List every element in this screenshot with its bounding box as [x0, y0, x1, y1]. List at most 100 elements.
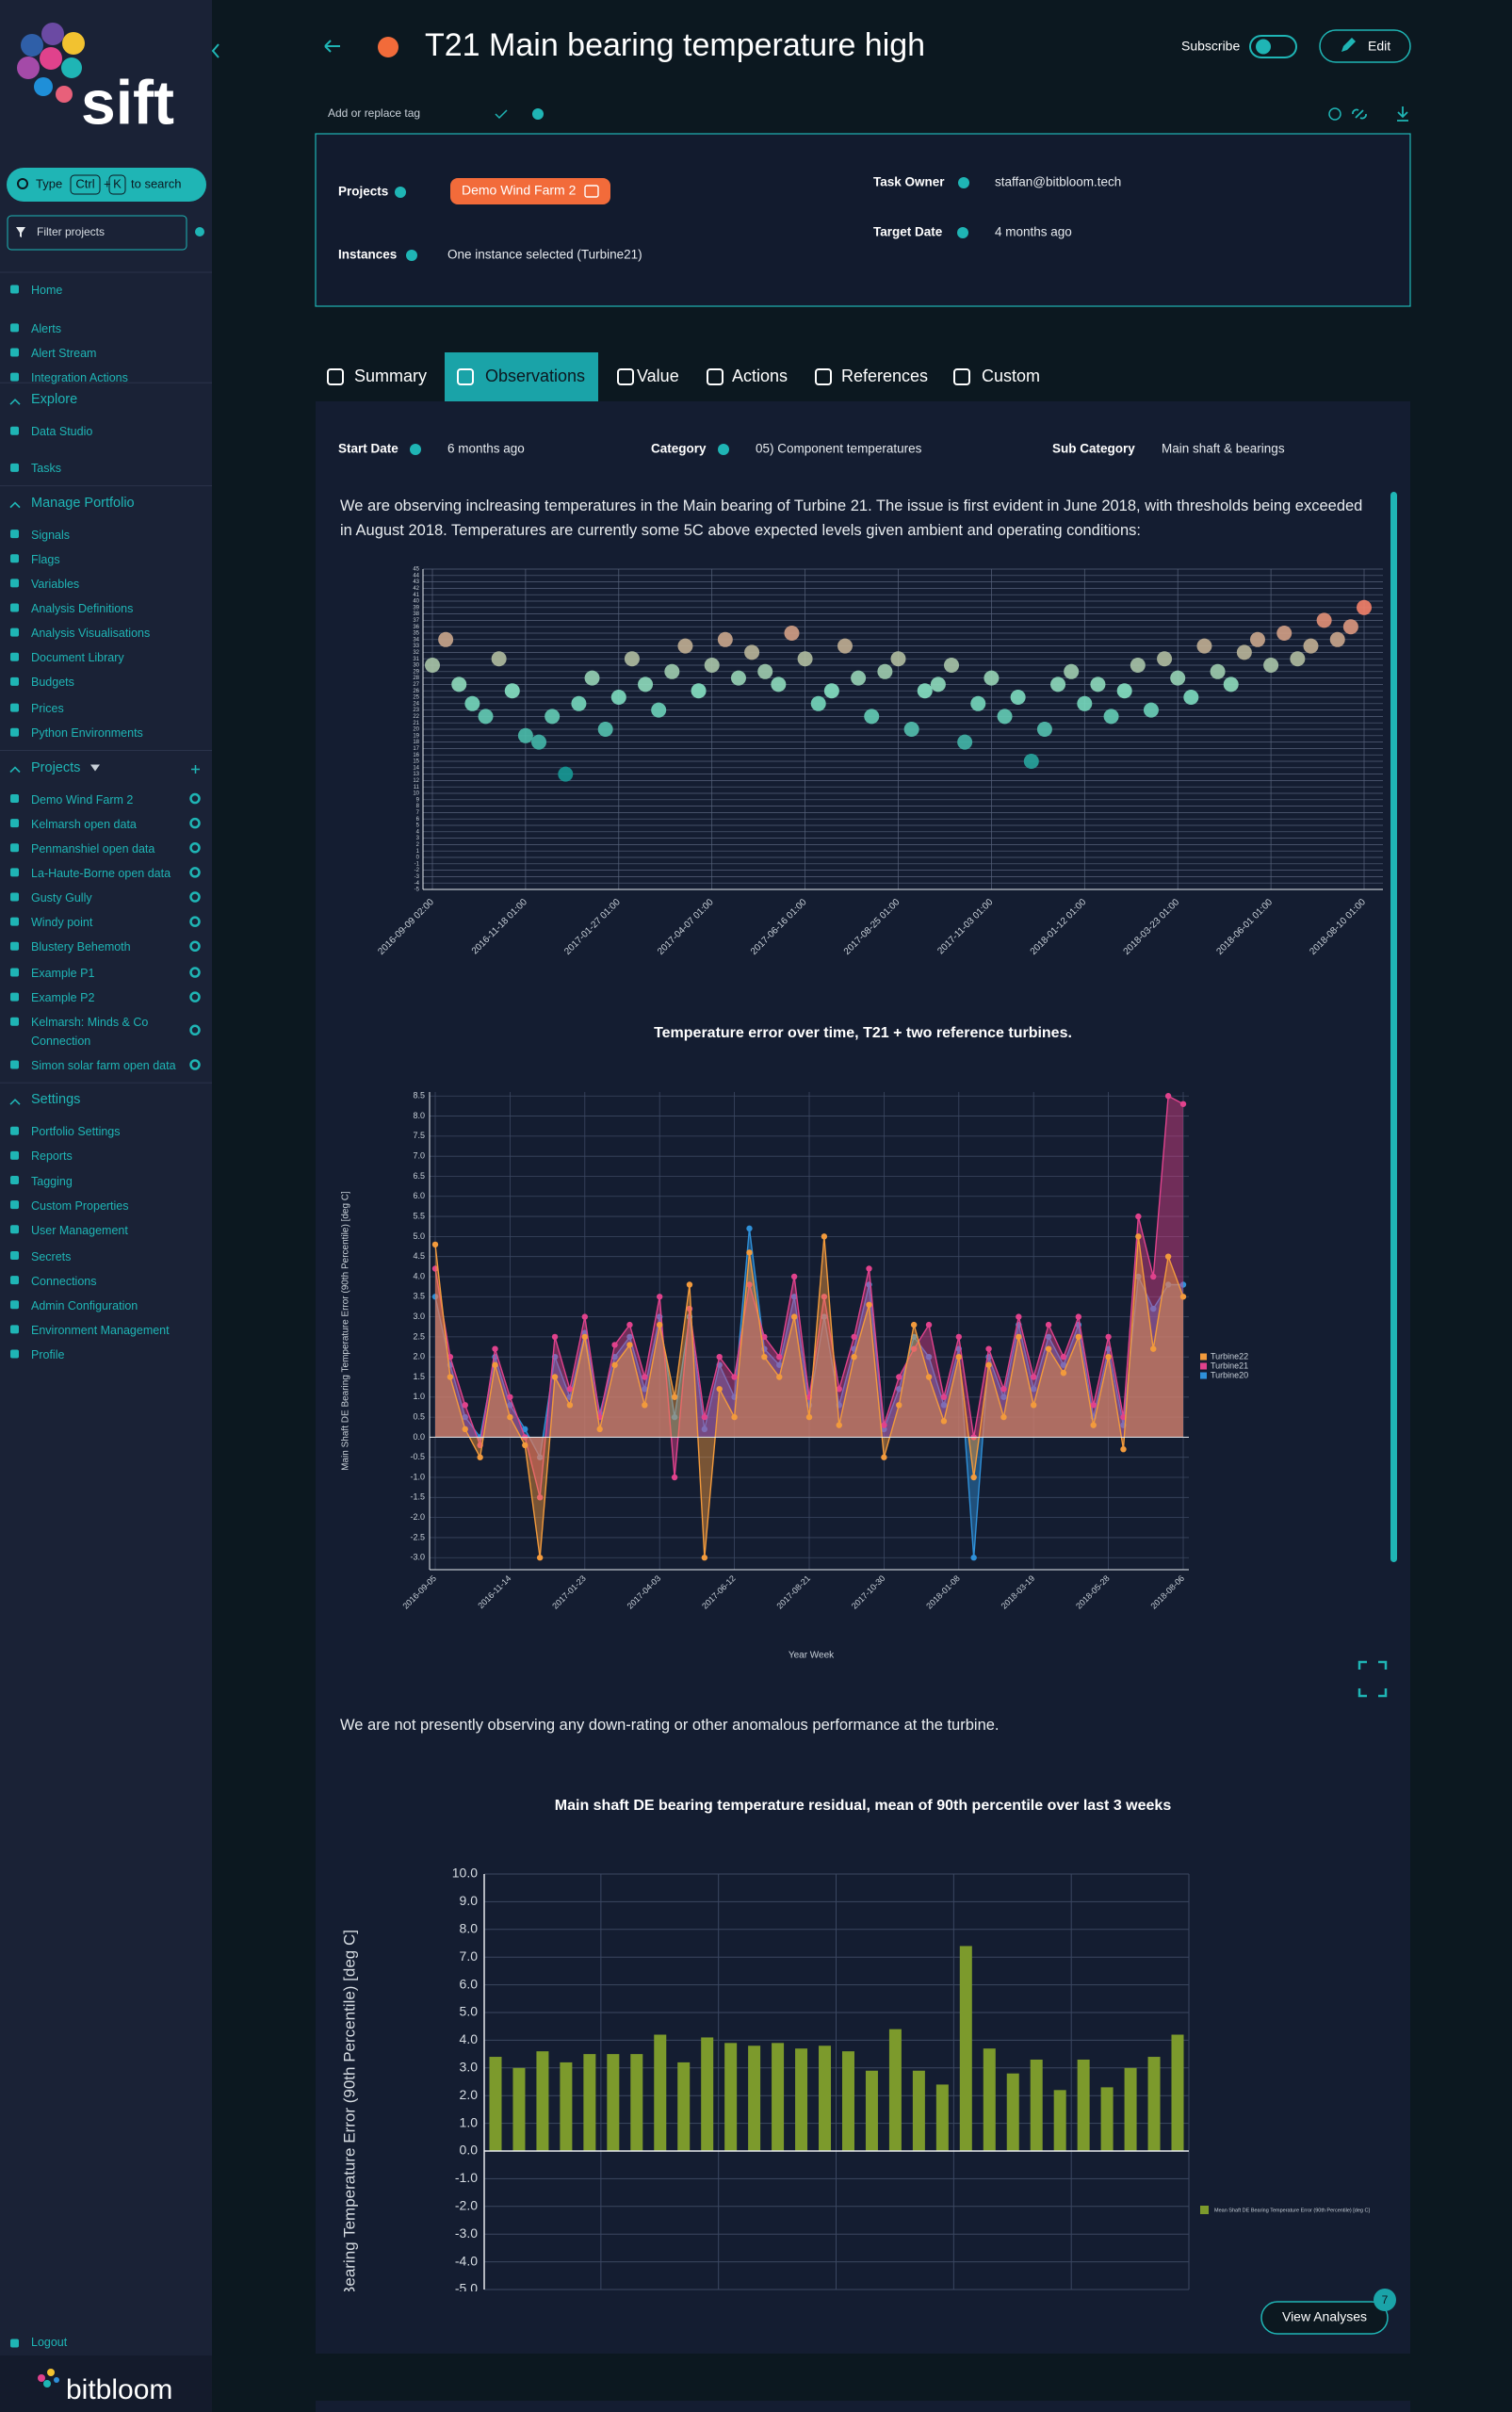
field-label: Target Date: [873, 225, 943, 239]
link-icon[interactable]: [1352, 108, 1367, 120]
nav-item[interactable]: Example P2: [31, 991, 95, 1005]
section-chevron[interactable]: [9, 1099, 21, 1105]
project-settings[interactable]: [189, 967, 201, 978]
filter-box[interactable]: [7, 215, 187, 251]
nav-item[interactable]: Penmanshiel open data: [31, 841, 155, 856]
nav-item[interactable]: Profile: [31, 1348, 65, 1362]
paragraph: We are observing inclreasing temperature…: [340, 497, 1363, 539]
bar: [819, 2045, 832, 2151]
project-chip-label[interactable]: Demo Wind Farm 2: [462, 183, 577, 198]
project-filter[interactable]: [90, 764, 100, 772]
search-hint: Type: [36, 176, 62, 190]
point: [507, 1402, 513, 1409]
point: [903, 722, 919, 737]
nav-item[interactable]: Example P1: [31, 967, 95, 981]
scrollbar[interactable]: [1390, 492, 1397, 1562]
subscribe-toggle[interactable]: [1249, 35, 1297, 58]
nav-item[interactable]: Connections: [31, 1274, 97, 1288]
tab[interactable]: Custom: [982, 367, 1040, 385]
nav-item[interactable]: Python Environments: [31, 726, 143, 741]
view-analyses-label[interactable]: View Analyses: [1282, 2309, 1367, 2324]
nav-item[interactable]: Analysis Definitions: [31, 602, 134, 616]
bar: [536, 2051, 549, 2151]
collapse-sidebar[interactable]: [211, 43, 219, 58]
nav-item[interactable]: Signals: [31, 528, 70, 542]
section-chevron[interactable]: [9, 766, 21, 774]
nav-item[interactable]: Kelmarsh open data: [31, 817, 137, 831]
tag-confirm[interactable]: [495, 109, 508, 120]
y-tick-label: 10: [413, 791, 419, 797]
project-settings[interactable]: [189, 817, 201, 829]
project-settings[interactable]: [189, 842, 201, 854]
project-settings[interactable]: [189, 891, 201, 903]
nav-item[interactable]: User Management: [31, 1223, 128, 1237]
nav-item[interactable]: Blustery Behemoth: [31, 940, 131, 954]
nav-item[interactable]: Alerts: [31, 321, 61, 335]
nav-item[interactable]: La-Haute-Borne open data: [31, 866, 171, 880]
nav-item[interactable]: Prices: [31, 702, 64, 716]
nav-item[interactable]: Kelmarsh: Minds & Co Connection: [31, 1016, 149, 1048]
edit-label[interactable]: Edit: [1368, 39, 1390, 54]
nav-item[interactable]: Demo Wind Farm 2: [31, 792, 134, 807]
nav-item[interactable]: Budgets: [31, 676, 74, 690]
nav-item[interactable]: Home: [31, 284, 63, 297]
search-box[interactable]: [7, 168, 206, 202]
section-title[interactable]: Explore: [31, 392, 78, 408]
nav-item[interactable]: Data Studio: [31, 425, 93, 439]
add-project[interactable]: [191, 765, 200, 774]
y-tick-label: 4: [416, 829, 420, 835]
back-button[interactable]: [324, 40, 340, 53]
tab[interactable]: Value: [637, 367, 679, 385]
edit-button[interactable]: [1319, 29, 1411, 63]
section-title[interactable]: Manage Portfolio: [31, 495, 135, 511]
nav-item[interactable]: Analysis Visualisations: [31, 627, 151, 641]
tab-icon: [815, 368, 832, 385]
nav-item[interactable]: Gusty Gully: [31, 891, 92, 905]
point: [1090, 676, 1106, 693]
nav-item[interactable]: Simon solar farm open data: [31, 1059, 176, 1073]
nav-icon: [10, 1300, 19, 1310]
tag-input[interactable]: Add or replace tag: [328, 106, 420, 120]
project-settings[interactable]: [189, 1024, 201, 1036]
y-tick-label: 8.0: [413, 1111, 425, 1120]
tab[interactable]: References: [841, 367, 928, 385]
nav-item[interactable]: Tagging: [31, 1174, 73, 1188]
nav-item[interactable]: Environment Management: [31, 1323, 170, 1337]
section-title[interactable]: Settings: [31, 1092, 81, 1108]
section-title[interactable]: Projects: [31, 759, 81, 775]
project-settings[interactable]: [189, 1059, 201, 1070]
nav-item[interactable]: Reports: [31, 1149, 73, 1164]
nav-item[interactable]: Variables: [31, 577, 80, 591]
view-analyses-button[interactable]: [1260, 2301, 1389, 2335]
nav-item[interactable]: Admin Configuration: [31, 1298, 138, 1312]
download-icon[interactable]: [1397, 106, 1408, 122]
nav-item[interactable]: Portfolio Settings: [31, 1125, 121, 1139]
point: [1135, 1233, 1142, 1240]
nav-item[interactable]: Flags: [31, 552, 60, 566]
history-icon[interactable]: [1328, 107, 1341, 121]
tab[interactable]: Summary: [354, 367, 427, 385]
project-settings[interactable]: [189, 867, 201, 878]
project-settings[interactable]: [189, 916, 201, 927]
point: [657, 1321, 663, 1328]
y-tick-label: 2.5: [413, 1331, 425, 1341]
nav-item[interactable]: Secrets: [31, 1249, 72, 1263]
project-chip[interactable]: [450, 178, 610, 204]
nav-item[interactable]: Logout: [31, 2336, 68, 2350]
section-chevron[interactable]: [9, 399, 21, 405]
nav-item[interactable]: Alert Stream: [31, 346, 97, 360]
section-chevron[interactable]: [9, 501, 21, 509]
project-settings[interactable]: [189, 940, 201, 953]
nav-item[interactable]: Tasks: [31, 462, 61, 476]
nav-item[interactable]: Windy point: [31, 916, 93, 930]
tab[interactable]: Observations: [485, 367, 585, 385]
point: [716, 1386, 723, 1393]
expand-icon[interactable]: [1358, 1660, 1388, 1698]
nav-item[interactable]: Custom Properties: [31, 1198, 129, 1213]
tab[interactable]: Actions: [732, 367, 788, 385]
project-settings[interactable]: [189, 991, 201, 1002]
project-settings[interactable]: [189, 792, 201, 805]
nav-item[interactable]: Document Library: [31, 651, 124, 665]
active-tab[interactable]: [445, 352, 598, 401]
nav-item[interactable]: Integration Actions: [31, 371, 128, 385]
